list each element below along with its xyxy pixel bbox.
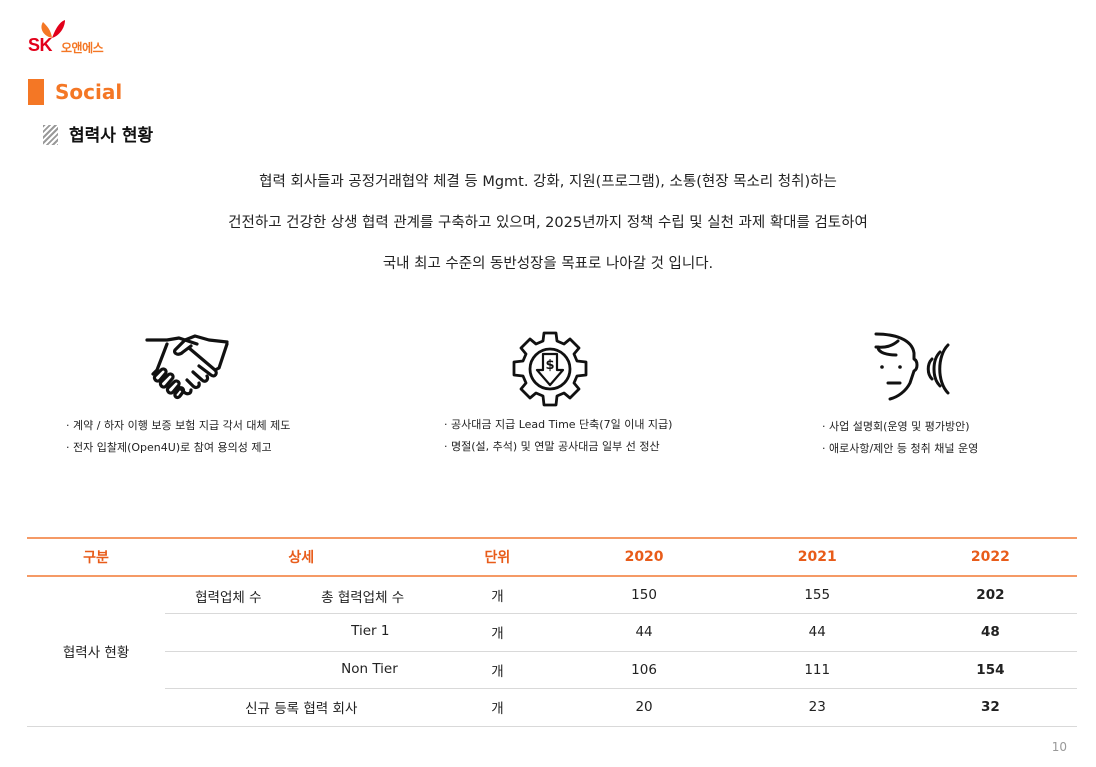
intro-line: 건전하고 건강한 상생 협력 관계를 구축하고 있으며, 2025년까지 정책 … (228, 215, 868, 231)
header-2022: 2022 (903, 537, 1077, 577)
company-logo: SK 오앤에스 (27, 18, 127, 58)
bullet-item: 애로사항/제안 등 청취 채널 운영 (822, 438, 978, 460)
section-title: Social (55, 80, 123, 104)
bullet-item: 명절(설, 추석) 및 연말 공사대금 일부 선 정산 (444, 436, 672, 458)
value-2021: 44 (730, 613, 904, 652)
partner-status-table: 구분 상세 단위 2020 2021 2022 협력사 현황 협력업체 수 총 … (27, 537, 1077, 727)
value-2020: 20 (557, 688, 731, 727)
table-header-row: 구분 상세 단위 2020 2021 2022 (27, 537, 1077, 577)
handshake-icon (145, 334, 229, 400)
table-row: 협력사 현황 협력업체 수 총 협력업체 수 개 150 155 202 (27, 576, 1077, 727)
detail-sub: Tier 1 (351, 623, 390, 639)
intro-line: 국내 최고 수준의 동반성장을 목표로 나아갈 것 입니다. (382, 256, 714, 272)
sk-butterfly-icon (41, 20, 65, 38)
detail-sub: Non Tier (341, 660, 398, 677)
detail-cell: Tier 1 (165, 613, 438, 652)
page-number: 10 (1051, 740, 1067, 754)
value-2021: 155 (730, 576, 904, 614)
bullet-item: 공사대금 지급 Lead Time 단축(7일 이내 지급) (444, 414, 672, 436)
header-detail: 상세 (165, 537, 438, 577)
unit-cell: 개 (437, 613, 558, 652)
bullet-item: 전자 입찰제(Open4U)로 참여 용의성 제고 (66, 437, 290, 459)
value-2022: 48 (903, 613, 1077, 652)
unit-cell: 개 (437, 651, 558, 689)
section-marker (28, 79, 44, 105)
bullet-item: 사업 설명회(운영 및 평가방안) (822, 416, 978, 438)
detail-sub: 총 협력업체 수 (321, 590, 405, 606)
table-row: Non Tier 개 106 111 154 (27, 651, 1077, 689)
subsection-title: 협력사 현황 (69, 126, 154, 146)
header-category: 구분 (27, 537, 166, 577)
header-unit: 단위 (437, 537, 558, 577)
detail-cell: 신규 등록 협력 회사 (165, 688, 438, 727)
value-2021: 111 (730, 651, 904, 689)
svg-text:$: $ (545, 358, 554, 373)
group-cell: 협력사 현황 (27, 576, 166, 727)
value-2020: 150 (557, 576, 731, 614)
logo-sk-text: SK (28, 35, 53, 55)
speaking-head-icon (874, 332, 950, 401)
value-2020: 44 (557, 613, 731, 652)
intro-line: 협력 회사들과 공정거래협약 체결 등 Mgmt. 강화, 지원(프로그램), … (259, 174, 837, 190)
detail-cell: 협력업체 수 총 협력업체 수 (165, 576, 438, 614)
detail-main: 협력업체 수 (195, 590, 262, 606)
pillar-bullets-payment: 공사대금 지급 Lead Time 단축(7일 이내 지급) 명절(설, 추석)… (444, 414, 672, 458)
header-2021: 2021 (730, 537, 904, 577)
intro-text: 협력 회사들과 공정거래협약 체결 등 Mgmt. 강화, 지원(프로그램), … (80, 162, 1016, 285)
bullet-item: 계약 / 하자 이행 보증 보험 지급 각서 대체 제도 (66, 415, 290, 437)
detail-cell: Non Tier (165, 651, 438, 689)
pillar-bullets-contract: 계약 / 하자 이행 보증 보험 지급 각서 대체 제도 전자 입찰제(Open… (66, 415, 290, 459)
value-2022: 154 (903, 651, 1077, 689)
header-2020: 2020 (557, 537, 731, 577)
table-row: Tier 1 개 44 44 48 (27, 613, 1077, 652)
unit-cell: 개 (437, 688, 558, 727)
gear-dollar-icon: $ (512, 331, 588, 407)
pillar-bullets-communication: 사업 설명회(운영 및 평가방안) 애로사항/제안 등 청취 채널 운영 (822, 416, 978, 460)
value-2021: 23 (730, 688, 904, 727)
logo-brand-text: 오앤에스 (61, 41, 104, 55)
value-2022: 202 (903, 576, 1077, 614)
table-row: 신규 등록 협력 회사 개 20 23 32 (27, 688, 1077, 727)
unit-cell: 개 (437, 576, 558, 614)
subsection-marker (43, 125, 58, 145)
value-2022: 32 (903, 688, 1077, 727)
value-2020: 106 (557, 651, 731, 689)
